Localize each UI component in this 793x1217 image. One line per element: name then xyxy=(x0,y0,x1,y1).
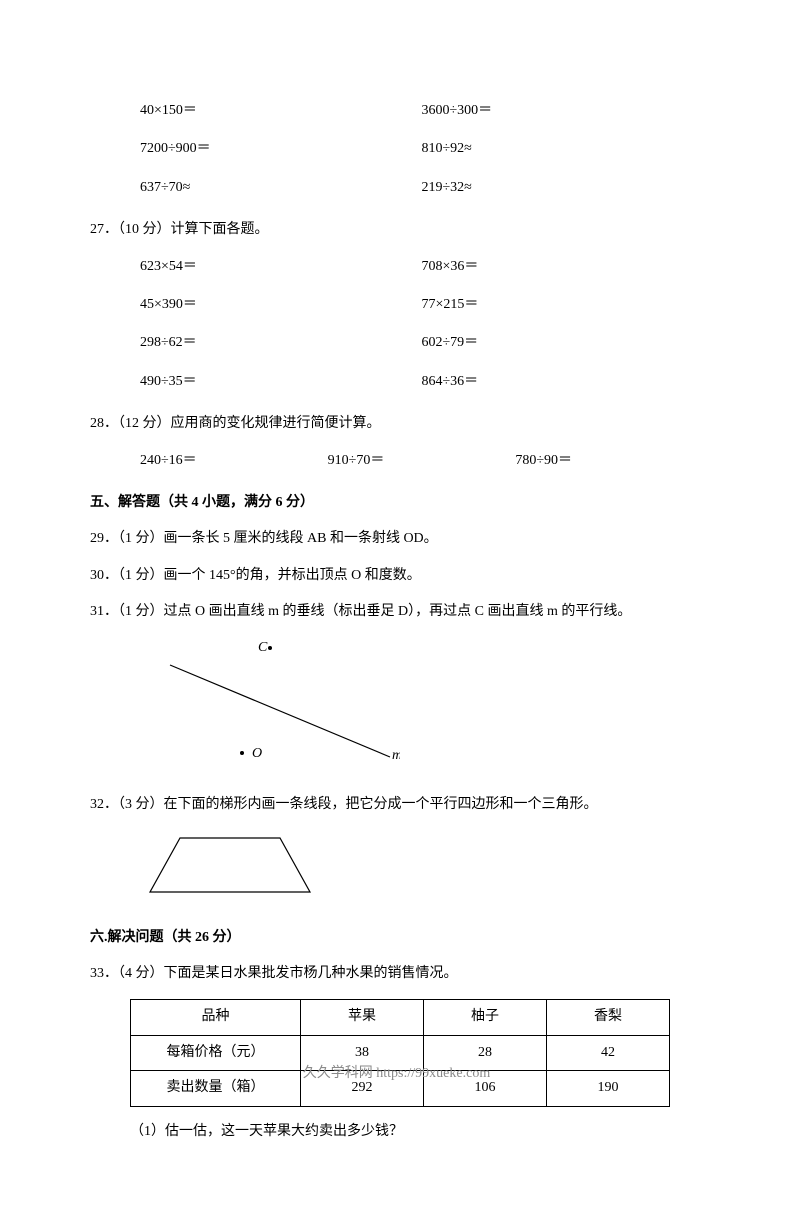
q28-header: 28．（12 分）应用商的变化规律进行简便计算。 xyxy=(90,413,703,435)
page-footer: 久久学科网 https://99xueke.com xyxy=(0,1062,793,1082)
calc-cell: 810÷92≈ xyxy=(422,138,704,160)
table-header-cell: 柚子 xyxy=(424,1000,547,1035)
calc-cell: 910÷70＝ xyxy=(328,450,516,472)
q31: 31．（1 分）过点 O 画出直线 m 的垂线（标出垂足 D），再过点 C 画出… xyxy=(90,601,703,623)
calc-cell: 7200÷900＝ xyxy=(140,138,422,160)
table-header-cell: 香梨 xyxy=(547,1000,670,1035)
calc-cell: 780÷90＝ xyxy=(515,450,703,472)
dot-O xyxy=(240,751,244,755)
label-C: C xyxy=(258,640,268,655)
q30: 30．（1 分）画一个 145°的角，并标出顶点 O 和度数。 xyxy=(90,565,703,587)
line-m xyxy=(170,665,390,757)
trapezoid-svg xyxy=(140,830,320,900)
calc-cell: 602÷79＝ xyxy=(422,332,704,354)
calc-cell: 77×215＝ xyxy=(422,294,704,316)
table-header-cell: 品种 xyxy=(131,1000,301,1035)
table-header-cell: 苹果 xyxy=(301,1000,424,1035)
q33-sub1: （1）估一估，这一天苹果大约卖出多少钱？ xyxy=(130,1121,703,1143)
section5-title: 五、解答题（共 4 小题，满分 6 分） xyxy=(90,492,703,514)
q27-header: 27．（10 分）计算下面各题。 xyxy=(90,219,703,241)
fruit-sales-table: 品种 苹果 柚子 香梨 每箱价格（元） 38 28 42 卖出数量（箱） 292… xyxy=(130,999,670,1106)
label-m: m xyxy=(392,748,400,763)
calc-grid-1: 40×150＝ 3600÷300＝ 7200÷900＝ 810÷92≈ 637÷… xyxy=(140,100,703,199)
calc-cell: 3600÷300＝ xyxy=(422,100,704,122)
calc-cell: 864÷36＝ xyxy=(422,371,704,393)
calc-cell: 637÷70≈ xyxy=(140,177,422,199)
dot-C xyxy=(268,646,272,650)
calc-grid-q28: 240÷16＝ 910÷70＝ 780÷90＝ xyxy=(140,450,703,472)
calc-cell: 623×54＝ xyxy=(140,256,422,278)
calc-cell: 240÷16＝ xyxy=(140,450,328,472)
calc-cell: 45×390＝ xyxy=(140,294,422,316)
calc-cell: 219÷32≈ xyxy=(422,177,704,199)
q32: 32．（3 分）在下面的梯形内画一条线段，把它分成一个平行四边形和一个三角形。 xyxy=(90,794,703,816)
calc-cell: 298÷62＝ xyxy=(140,332,422,354)
trapezoid-shape xyxy=(150,838,310,892)
q33-header: 33．（4 分）下面是某日水果批发市杨几种水果的销售情况。 xyxy=(90,963,703,985)
calc-cell: 708×36＝ xyxy=(422,256,704,278)
table-row: 品种 苹果 柚子 香梨 xyxy=(131,1000,670,1035)
figure-line-m: C O m xyxy=(140,637,703,775)
figure-trapezoid xyxy=(140,830,703,908)
section6-title: 六.解决问题（共 26 分） xyxy=(90,927,703,949)
calc-cell: 490÷35＝ xyxy=(140,371,422,393)
page-content: 40×150＝ 3600÷300＝ 7200÷900＝ 810÷92≈ 637÷… xyxy=(0,0,793,1217)
calc-grid-q27: 623×54＝ 708×36＝ 45×390＝ 77×215＝ 298÷62＝ … xyxy=(140,256,703,394)
q29: 29．（1 分）画一条长 5 厘米的线段 AB 和一条射线 OD。 xyxy=(90,528,703,550)
line-m-svg: C O m xyxy=(140,637,400,767)
calc-cell: 40×150＝ xyxy=(140,100,422,122)
label-O: O xyxy=(252,746,262,761)
